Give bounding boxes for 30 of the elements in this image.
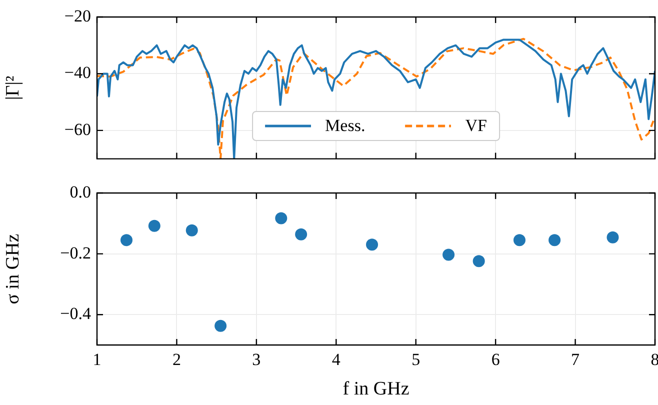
legend-label: Mess. (325, 116, 366, 136)
point (214, 320, 227, 332)
y-axis-title: |Γ|² (2, 75, 24, 100)
point (442, 248, 455, 261)
y-tick-label: −40 (64, 63, 91, 82)
y-tick-label: 0.0 (70, 182, 91, 202)
x-tick-label: 7 (571, 350, 580, 369)
x-axis-title: f in GHz (342, 378, 410, 400)
y-tick-label: −0.4 (60, 304, 92, 324)
x-tick-label: 4 (332, 350, 341, 369)
point (295, 228, 308, 240)
y-tick-label: −20 (64, 6, 91, 26)
point (548, 234, 561, 246)
legend-label: VF (465, 116, 487, 136)
x-tick-label: 1 (92, 350, 102, 369)
y-tick-label: −60 (64, 120, 91, 139)
point (186, 224, 198, 236)
y-axis-title: σ in GHz (2, 234, 24, 304)
point (148, 220, 160, 232)
point (275, 212, 288, 224)
point (366, 238, 378, 251)
y-tick-label: −0.2 (60, 243, 91, 262)
point (513, 234, 526, 246)
point (120, 234, 132, 246)
point (472, 255, 485, 268)
point (606, 231, 619, 244)
x-tick-label: 5 (412, 350, 420, 369)
x-tick-label: 3 (252, 350, 261, 369)
x-tick-label: 2 (172, 350, 181, 369)
x-tick-label: 6 (491, 350, 500, 369)
